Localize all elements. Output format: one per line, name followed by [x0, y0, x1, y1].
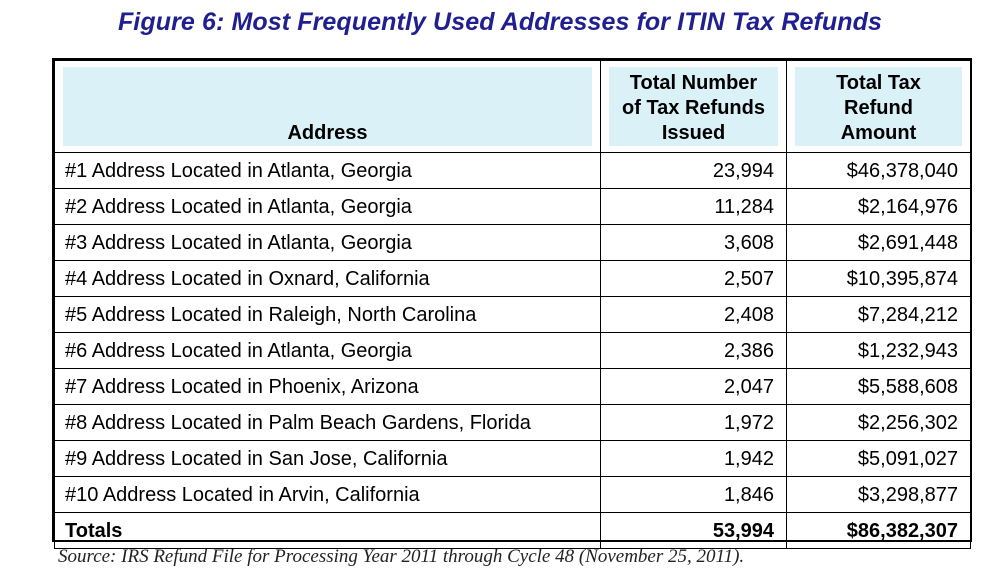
source-note: Source: IRS Refund File for Processing Y… [58, 546, 745, 567]
table-row: #4 Address Located in Oxnard, California… [54, 260, 971, 297]
table-row: #9 Address Located in San Jose, Californ… [54, 440, 971, 477]
amount-cell: $2,691,448 [786, 224, 971, 261]
count-cell: 2,408 [600, 296, 787, 333]
count-cell: 2,507 [600, 260, 787, 297]
header-count: Total Number of Tax Refunds Issued [600, 60, 787, 153]
amount-cell: $5,091,027 [786, 440, 971, 477]
address-cell: #3 Address Located in Atlanta, Georgia [54, 224, 601, 261]
count-cell: 11,284 [600, 188, 787, 225]
header-count-line-2: of Tax Refunds [622, 97, 765, 119]
table-row: #10 Address Located in Arvin, California… [54, 476, 971, 513]
totals-label: Totals [54, 512, 601, 549]
header-count-line-3: Issued [661, 122, 726, 144]
address-cell: #10 Address Located in Arvin, California [54, 476, 601, 513]
amount-cell: $1,232,943 [786, 332, 971, 369]
table-row: #2 Address Located in Atlanta, Georgia 1… [54, 188, 971, 225]
amount-cell: $3,298,877 [786, 476, 971, 513]
address-cell: #8 Address Located in Palm Beach Gardens… [54, 404, 601, 441]
count-cell: 1,846 [600, 476, 787, 513]
count-cell: 3,608 [600, 224, 787, 261]
address-cell: #9 Address Located in San Jose, Californ… [54, 440, 601, 477]
totals-row: Totals 53,994 $86,382,307 [54, 512, 971, 549]
amount-cell: $46,378,040 [786, 152, 971, 189]
table-row: #8 Address Located in Palm Beach Gardens… [54, 404, 971, 441]
table-row: #3 Address Located in Atlanta, Georgia 3… [54, 224, 971, 261]
refund-addresses-table: Address Total Number of Tax Refunds Issu… [52, 58, 972, 549]
count-cell: 1,942 [600, 440, 787, 477]
amount-cell: $5,588,608 [786, 368, 971, 405]
totals-amount: $86,382,307 [786, 512, 971, 549]
header-row: Address Total Number of Tax Refunds Issu… [54, 60, 971, 153]
count-cell: 23,994 [600, 152, 787, 189]
address-cell: #5 Address Located in Raleigh, North Car… [54, 296, 601, 333]
table-row: #1 Address Located in Atlanta, Georgia 2… [54, 152, 971, 189]
header-amount-line-1: Total Tax [836, 72, 921, 94]
header-count-line-1: Total Number [629, 72, 758, 94]
table-row: #7 Address Located in Phoenix, Arizona 2… [54, 368, 971, 405]
table-row: #5 Address Located in Raleigh, North Car… [54, 296, 971, 333]
figure-title: Figure 6: Most Frequently Used Addresses… [117, 8, 883, 36]
amount-cell: $2,256,302 [786, 404, 971, 441]
amount-cell: $10,395,874 [786, 260, 971, 297]
address-cell: #6 Address Located in Atlanta, Georgia [54, 332, 601, 369]
address-cell: #7 Address Located in Phoenix, Arizona [54, 368, 601, 405]
header-amount-line-2: Refund [844, 97, 913, 119]
address-cell: #1 Address Located in Atlanta, Georgia [54, 152, 601, 189]
address-cell: #4 Address Located in Oxnard, California [54, 260, 601, 297]
count-cell: 1,972 [600, 404, 787, 441]
count-cell: 2,047 [600, 368, 787, 405]
table-row: #6 Address Located in Atlanta, Georgia 2… [54, 332, 971, 369]
amount-cell: $2,164,976 [786, 188, 971, 225]
address-cell: #2 Address Located in Atlanta, Georgia [54, 188, 601, 225]
data-table: Address Total Number of Tax Refunds Issu… [54, 60, 971, 549]
amount-cell: $7,284,212 [786, 296, 971, 333]
header-address: Address [54, 60, 601, 153]
header-amount: Total Tax Refund Amount [786, 60, 971, 153]
header-address-label: Address [287, 122, 368, 144]
totals-count: 53,994 [600, 512, 787, 549]
count-cell: 2,386 [600, 332, 787, 369]
header-amount-line-3: Amount [840, 122, 917, 144]
